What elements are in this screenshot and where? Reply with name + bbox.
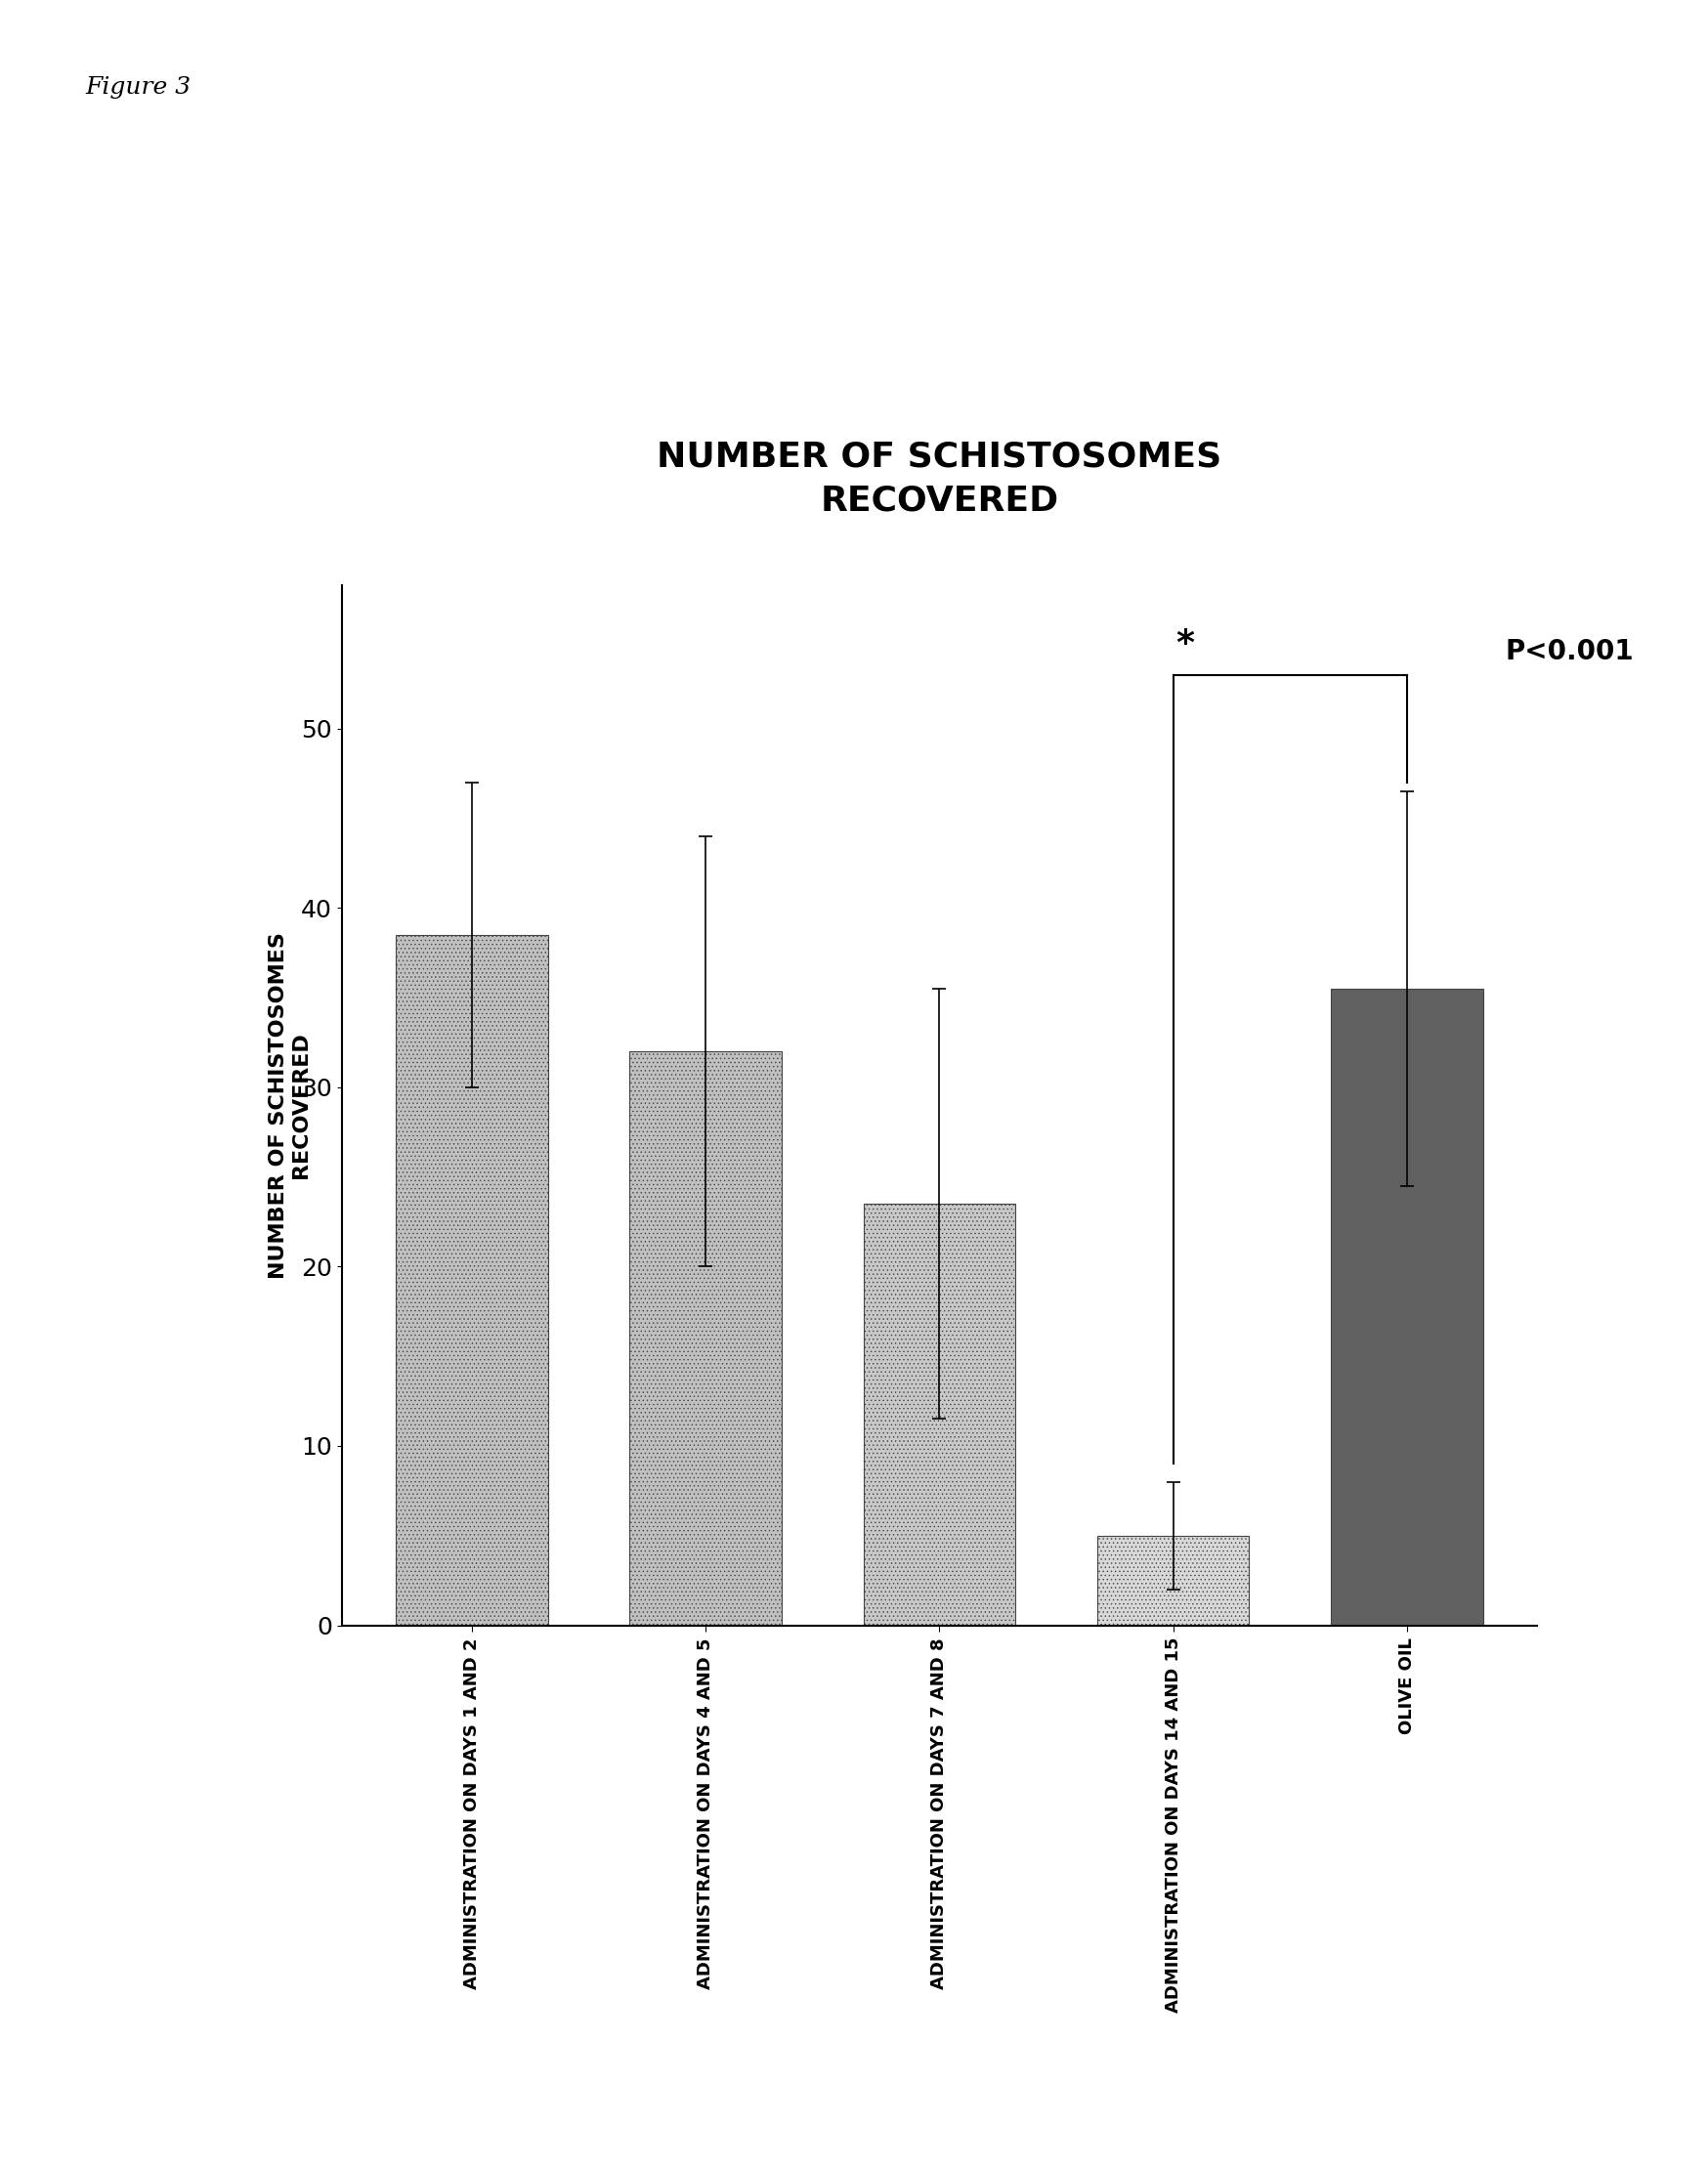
Bar	[396, 934, 548, 1625]
Bar	[1097, 1536, 1249, 1625]
Text: Figure 3: Figure 3	[85, 76, 191, 98]
Bar	[1331, 988, 1483, 1625]
Bar	[630, 1051, 782, 1625]
Y-axis label: NUMBER OF SCHISTOSOMES
RECOVERED: NUMBER OF SCHISTOSOMES RECOVERED	[268, 932, 311, 1279]
Title: NUMBER OF SCHISTOSOMES
RECOVERED: NUMBER OF SCHISTOSOMES RECOVERED	[658, 440, 1221, 518]
Bar	[864, 1205, 1015, 1625]
Text: P<0.001: P<0.001	[1505, 639, 1633, 665]
Text: *: *	[1175, 626, 1194, 661]
